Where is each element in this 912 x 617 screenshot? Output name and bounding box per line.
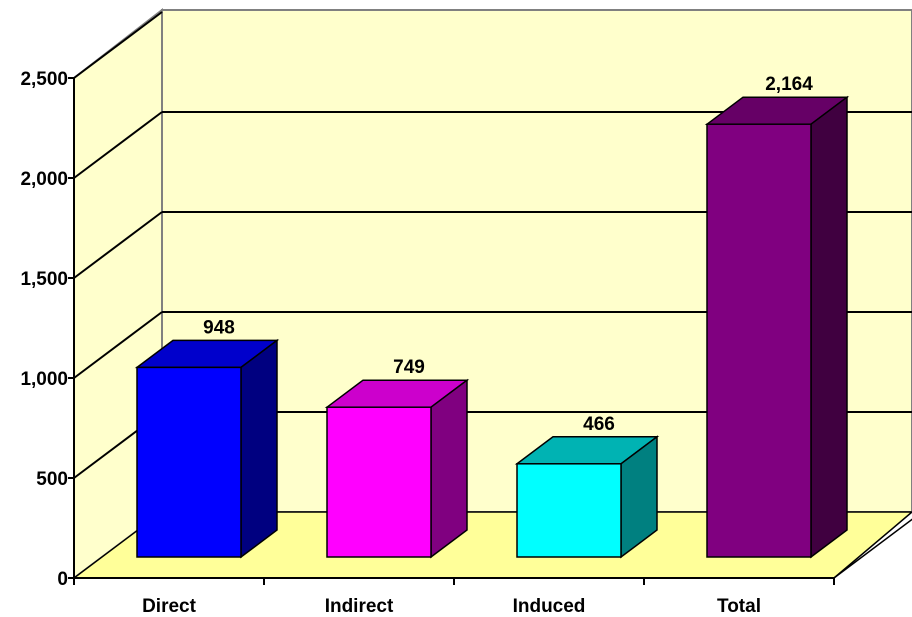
gridline-diagonal <box>73 111 163 179</box>
x-category-label: Direct <box>142 596 197 617</box>
bar-indirect: 749 <box>324 357 470 559</box>
bar-front-face <box>706 123 812 558</box>
x-axis-ticks: Direct Indirect Induced Total <box>73 578 835 617</box>
gridline-diagonal <box>73 11 163 79</box>
bar-front-face <box>136 366 242 558</box>
bar-induced: 466 <box>514 414 660 559</box>
bar-side-face <box>810 95 848 559</box>
y-tick-label: 2,000 <box>20 169 68 190</box>
data-label: 2,164 <box>765 74 813 95</box>
x-category-label: Total <box>717 596 761 617</box>
bar-direct: 948 <box>134 317 280 559</box>
bar-total: 2,164 <box>704 74 850 559</box>
bars: 948 749 466 2,164 <box>134 74 850 559</box>
data-label: 948 <box>203 317 235 338</box>
floor-edge <box>833 518 912 579</box>
y-tick-label: 0 <box>57 569 68 590</box>
y-tick-label: 2,500 <box>20 69 68 90</box>
x-category-label: Induced <box>513 596 586 617</box>
y-tick-label: 1,500 <box>20 269 68 290</box>
y-tick-label: 1,000 <box>20 369 68 390</box>
bar-side-face <box>430 378 468 559</box>
bar-front-face <box>326 406 432 558</box>
y-tick-label: 500 <box>36 469 68 490</box>
data-label: 466 <box>583 414 615 435</box>
x-category-label: Indirect <box>325 596 394 617</box>
data-label: 749 <box>393 357 425 378</box>
bar-front-face <box>516 463 622 558</box>
bar-side-face <box>240 338 278 559</box>
gridline-diagonal <box>73 211 163 279</box>
gridline-diagonal <box>73 311 163 379</box>
y-axis-ticks: 0 500 1,000 1,500 2,000 2,500 <box>20 69 74 590</box>
